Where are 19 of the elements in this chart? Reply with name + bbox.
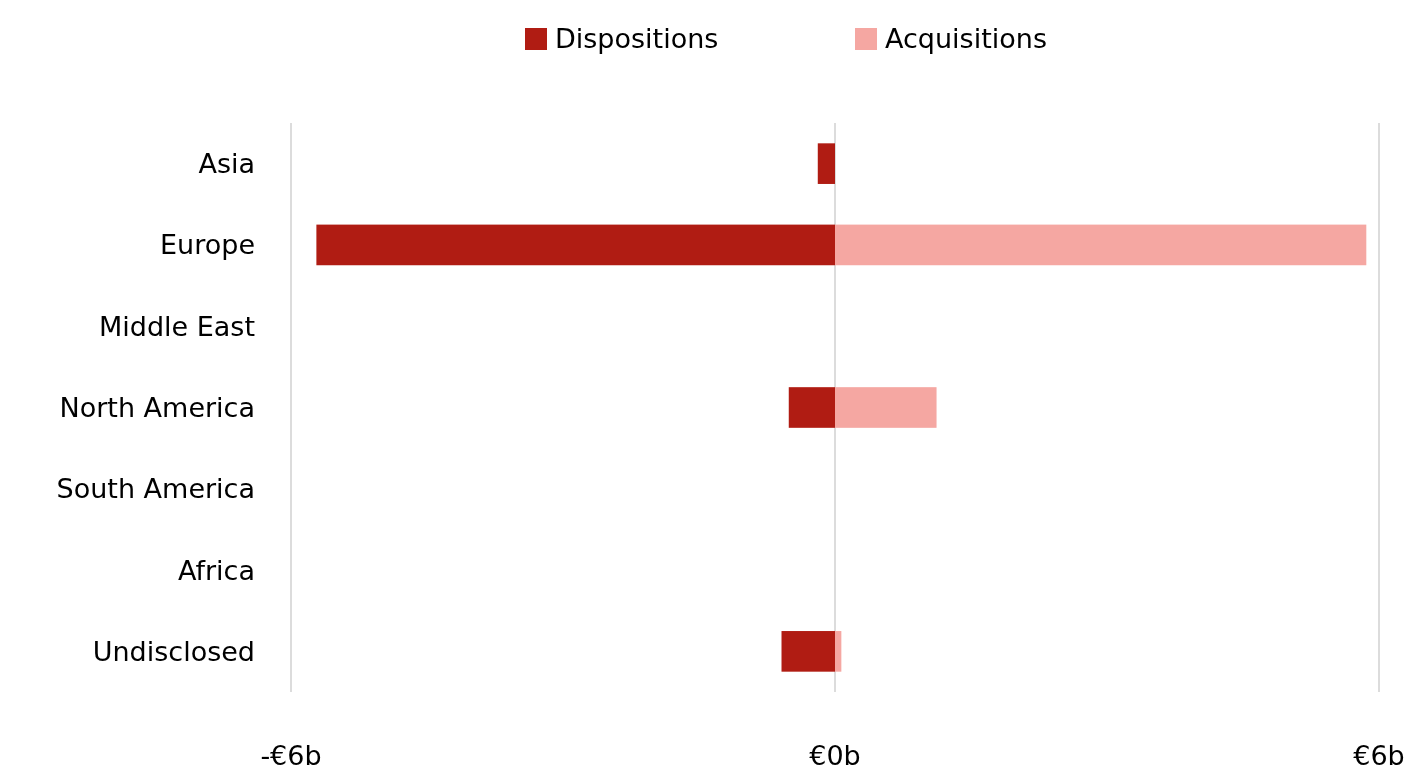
bar bbox=[817, 143, 835, 184]
y-tick-label: Undisclosed bbox=[92, 635, 255, 667]
bar bbox=[835, 387, 937, 428]
y-tick-label: Middle East bbox=[98, 310, 255, 342]
y-tick-label: Europe bbox=[160, 229, 255, 261]
x-tick-label: €6b bbox=[1353, 740, 1405, 771]
x-tick-label: €0b bbox=[809, 740, 861, 771]
x-tick-label: -€6b bbox=[260, 740, 322, 771]
y-tick-label: Asia bbox=[198, 148, 255, 180]
y-tick-label: Africa bbox=[177, 554, 255, 586]
bar bbox=[835, 224, 1367, 266]
bar bbox=[316, 224, 835, 266]
legend-label: Acquisitions bbox=[885, 23, 1047, 55]
legend-label: Dispositions bbox=[555, 23, 719, 55]
bar bbox=[788, 387, 835, 428]
y-tick-label: South America bbox=[56, 473, 255, 505]
bar bbox=[781, 631, 835, 672]
bar bbox=[835, 631, 842, 672]
y-tick-label: North America bbox=[59, 391, 255, 423]
